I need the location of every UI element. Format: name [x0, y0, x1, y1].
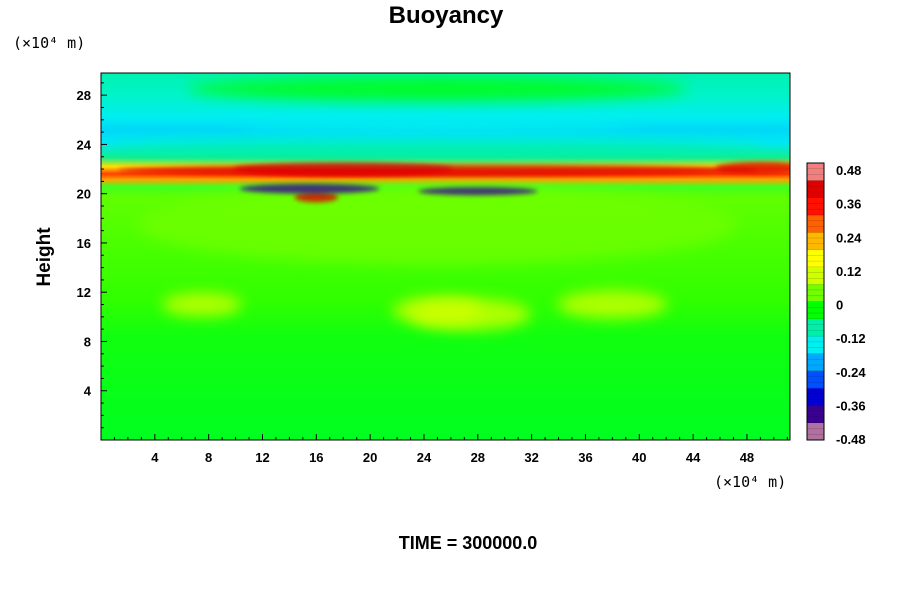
- x-tick-label: 44: [686, 450, 701, 465]
- heatmap-feature: [715, 161, 790, 174]
- colorbar-label: 0.12: [836, 264, 861, 279]
- heatmap-feature: [411, 298, 532, 331]
- heatmap-feature: [161, 292, 242, 317]
- colorbar-swatch: [807, 232, 824, 250]
- time-label: TIME = 300000.0: [399, 533, 538, 553]
- y-tick-label: 4: [84, 384, 92, 399]
- chart-title: Buoyancy: [389, 2, 504, 29]
- y-tick-label: 8: [84, 334, 91, 349]
- colorbar-swatch: [807, 422, 824, 441]
- colorbar-swatch: [807, 318, 824, 337]
- colorbar-label: -0.24: [836, 365, 866, 380]
- heatmap-feature: [417, 187, 538, 196]
- x-tick-label: 36: [578, 450, 592, 465]
- x-tick-label: 20: [363, 450, 377, 465]
- colorbar-label: -0.12: [836, 331, 866, 346]
- heatmap-area: [100, 72, 791, 441]
- x-axis: 4 8 12 16 20 24 28 32 36 40 44 48: [113, 434, 788, 465]
- x-tick-label: 24: [417, 450, 432, 465]
- colorbar-swatch: [807, 180, 824, 198]
- colorbar-swatch: [807, 405, 824, 423]
- colorbar-swatch: [807, 370, 824, 389]
- x-unit-label: (×10⁴ m): [714, 473, 786, 491]
- colorbar-swatch: [807, 163, 824, 181]
- colorbar-swatch: [807, 353, 824, 372]
- colorbar-swatch: [807, 388, 824, 406]
- colorbar-label: 0: [836, 298, 843, 313]
- y-tick-label: 12: [77, 285, 91, 300]
- colorbar-swatch: [807, 301, 824, 320]
- colorbar-swatch: [807, 197, 824, 216]
- colorbar-swatch: [807, 336, 824, 354]
- colorbar-frame: [806, 162, 825, 441]
- plot-frame: [100, 72, 791, 441]
- y-tick-label: 20: [77, 187, 91, 202]
- colorbar-label: -0.36: [836, 398, 866, 413]
- y-unit-label: (×10⁴ m): [13, 34, 85, 52]
- colorbar-label: 0.36: [836, 197, 861, 212]
- x-tick-label: 16: [309, 450, 323, 465]
- heatmap-feature: [187, 77, 688, 102]
- x-tick-label: 12: [255, 450, 269, 465]
- x-tick-label: 32: [524, 450, 538, 465]
- x-tick-label: 4: [151, 450, 159, 465]
- x-tick-label: 28: [471, 450, 485, 465]
- colorbar-swatch: [807, 249, 824, 268]
- heatmap-feature: [137, 184, 738, 265]
- heatmap-feature: [237, 116, 638, 133]
- colorbar: 0.48 0.36 0.24 0.12 0 -0.12 -0.24 -0.36 -0.48: [806, 162, 866, 447]
- heatmap-feature: [233, 162, 454, 177]
- colorbar-label: -0.48: [836, 432, 866, 447]
- colorbar-label: 0.48: [836, 163, 861, 178]
- y-tick-label: 16: [77, 236, 91, 251]
- x-tick-label: 40: [632, 450, 646, 465]
- y-tick-label: 24: [77, 137, 92, 152]
- heatmap-feature: [107, 139, 768, 160]
- colorbar-swatch: [807, 266, 824, 285]
- colorbar-swatch: [807, 214, 824, 233]
- x-tick-label: 8: [205, 450, 212, 465]
- heatmap-feature: [557, 290, 668, 319]
- colorbar-label: 0.24: [836, 230, 862, 245]
- heatmap-feature: [239, 183, 380, 194]
- x-tick-label: 48: [740, 450, 754, 465]
- y-axis: 4 8 12 16 20 24 28: [77, 82, 107, 429]
- y-tick-label: 28: [77, 88, 91, 103]
- y-axis-title: Height: [34, 227, 55, 287]
- heatmap-feature: [294, 192, 339, 203]
- colorbar-swatch: [807, 284, 824, 302]
